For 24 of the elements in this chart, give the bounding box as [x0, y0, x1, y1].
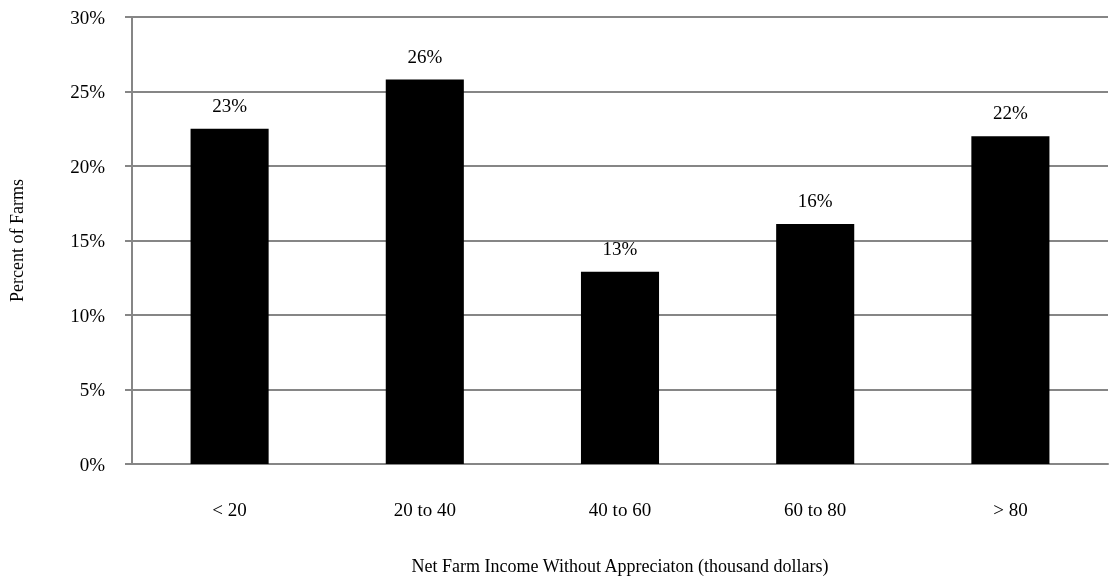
x-tick-label: 60 to 80: [784, 499, 847, 520]
data-label: 13%: [602, 237, 638, 259]
y-axis-title: Percent of Farms: [7, 179, 27, 302]
bar: [580, 271, 660, 464]
y-tick-label: 20%: [70, 155, 106, 177]
bar: [385, 79, 464, 464]
x-tick-label: 40 to 60: [588, 499, 652, 520]
x-axis-title: Net Farm Income Without Appreciaton (thousand dollars): [411, 556, 829, 577]
data-label: 22%: [992, 102, 1028, 124]
bar: [190, 128, 269, 464]
data-label: 23%: [212, 94, 248, 116]
data-label: 26%: [407, 45, 443, 67]
x-tick-label: 20 to 40: [393, 499, 456, 520]
x-tick-label: < 20: [212, 499, 247, 520]
bar: [776, 224, 855, 464]
y-tick-label: 0%: [79, 453, 106, 475]
x-tick-label: > 80: [993, 499, 1028, 520]
y-tick-label: 30%: [70, 6, 106, 28]
bar: [971, 136, 1050, 464]
y-tick-label: 25%: [70, 81, 106, 102]
y-tick-label: 5%: [79, 379, 106, 400]
data-label: 16%: [797, 190, 833, 212]
y-tick-label: 10%: [70, 304, 106, 326]
y-tick-label: 15%: [70, 230, 106, 251]
